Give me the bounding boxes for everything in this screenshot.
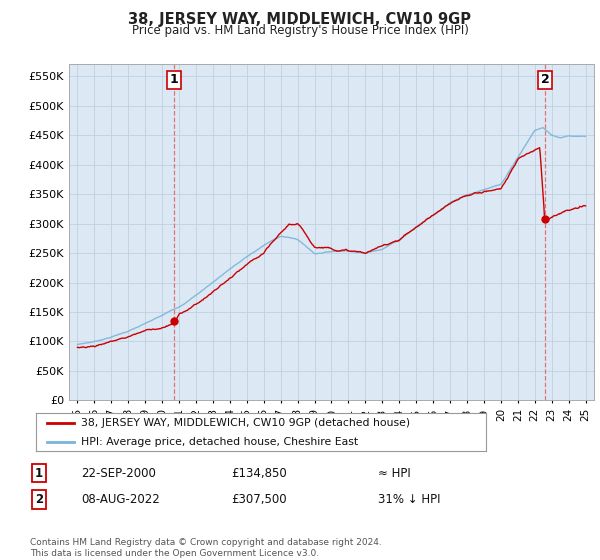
Text: 08-AUG-2022: 08-AUG-2022 [81, 493, 160, 506]
Text: 22-SEP-2000: 22-SEP-2000 [81, 466, 156, 480]
Text: HPI: Average price, detached house, Cheshire East: HPI: Average price, detached house, Ches… [81, 437, 358, 447]
Text: Contains HM Land Registry data © Crown copyright and database right 2024.
This d: Contains HM Land Registry data © Crown c… [30, 538, 382, 558]
Text: Price paid vs. HM Land Registry's House Price Index (HPI): Price paid vs. HM Land Registry's House … [131, 24, 469, 36]
Text: 1: 1 [35, 466, 43, 480]
Text: 2: 2 [541, 73, 549, 86]
Text: 38, JERSEY WAY, MIDDLEWICH, CW10 9GP (detached house): 38, JERSEY WAY, MIDDLEWICH, CW10 9GP (de… [81, 418, 410, 428]
Text: £307,500: £307,500 [231, 493, 287, 506]
Text: 38, JERSEY WAY, MIDDLEWICH, CW10 9GP: 38, JERSEY WAY, MIDDLEWICH, CW10 9GP [128, 12, 472, 27]
Text: 2: 2 [35, 493, 43, 506]
Text: 1: 1 [170, 73, 179, 86]
Text: ≈ HPI: ≈ HPI [378, 466, 411, 480]
Text: 31% ↓ HPI: 31% ↓ HPI [378, 493, 440, 506]
Text: £134,850: £134,850 [231, 466, 287, 480]
